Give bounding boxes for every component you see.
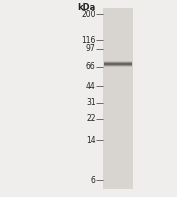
Text: 44: 44	[86, 82, 96, 91]
Text: 200: 200	[81, 10, 96, 19]
Text: 97: 97	[86, 44, 96, 53]
FancyBboxPatch shape	[104, 66, 132, 67]
Text: 116: 116	[81, 36, 96, 45]
FancyBboxPatch shape	[104, 63, 132, 64]
FancyBboxPatch shape	[104, 64, 132, 65]
Text: 22: 22	[86, 114, 96, 124]
FancyBboxPatch shape	[103, 8, 133, 189]
FancyBboxPatch shape	[104, 62, 132, 63]
Text: 66: 66	[86, 62, 96, 72]
Text: 6: 6	[91, 176, 96, 185]
Text: 31: 31	[86, 98, 96, 107]
FancyBboxPatch shape	[104, 65, 132, 66]
FancyBboxPatch shape	[104, 61, 132, 62]
Text: kDa: kDa	[77, 3, 96, 12]
Text: 14: 14	[86, 136, 96, 145]
